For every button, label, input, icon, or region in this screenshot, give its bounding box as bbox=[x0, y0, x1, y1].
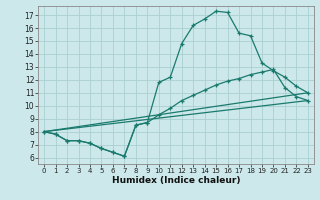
X-axis label: Humidex (Indice chaleur): Humidex (Indice chaleur) bbox=[112, 176, 240, 185]
